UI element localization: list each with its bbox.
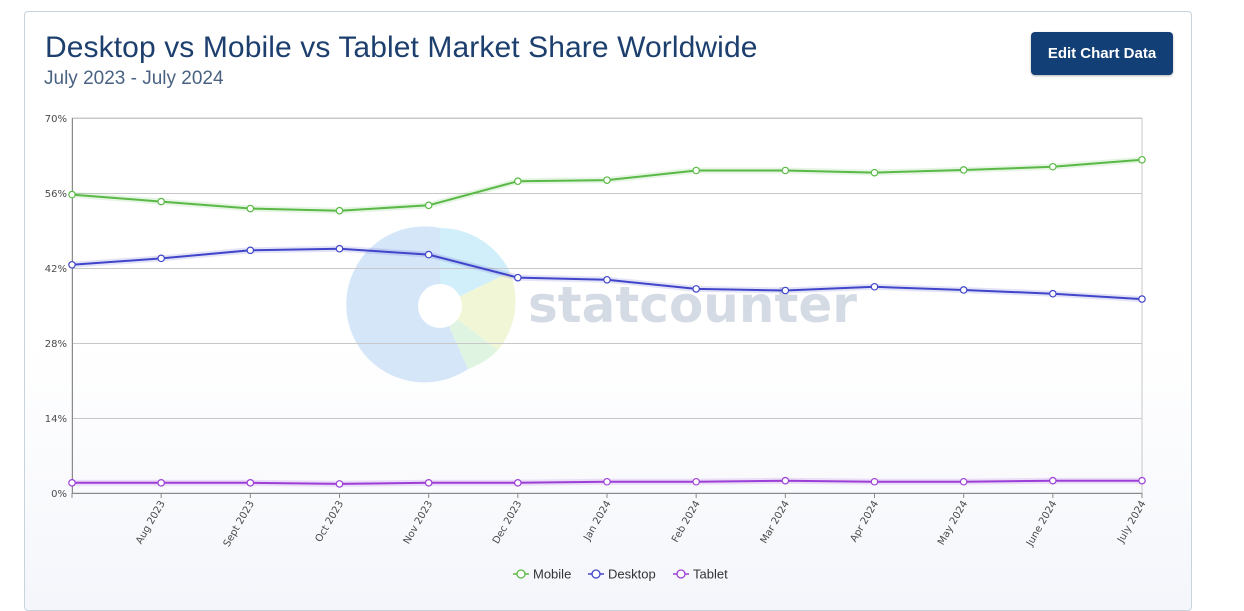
tablet-data-point[interactable] [781, 476, 790, 485]
mobile-data-point[interactable] [1049, 162, 1057, 171]
y-tick-label: 70% [45, 114, 67, 125]
legend-item-desktop[interactable]: Desktop [588, 567, 656, 582]
watermark-text: statcounter [528, 276, 857, 334]
legend-label-desktop: Desktop [608, 567, 656, 582]
mobile-data-point[interactable] [514, 177, 522, 186]
desktop-data-point[interactable] [246, 246, 255, 255]
desktop-data-point[interactable] [335, 244, 344, 253]
desktop-data-point[interactable] [781, 286, 790, 295]
desktop-data-point[interactable] [692, 285, 700, 293]
chart-card: Desktop vs Mobile vs Tablet Market Share… [24, 11, 1192, 611]
desktop-data-point[interactable] [1138, 295, 1146, 303]
mobile-data-point[interactable] [424, 201, 433, 210]
y-tick-label: 0% [51, 489, 67, 500]
desktop-data-point[interactable] [424, 250, 433, 259]
tablet-data-point[interactable] [1049, 476, 1057, 485]
tablet-data-point[interactable] [157, 479, 165, 487]
tablet-data-point[interactable] [335, 480, 344, 488]
tablet-data-point[interactable] [692, 477, 700, 486]
x-tick-label: July 2024 [1115, 499, 1148, 546]
page-title: Desktop vs Mobile vs Tablet Market Share… [45, 31, 758, 64]
desktop-legend-marker-icon [591, 569, 601, 579]
x-tick-label: Apr 2024 [849, 499, 881, 544]
edit-chart-data-button[interactable]: Edit Chart Data [1031, 32, 1173, 75]
mobile-data-point[interactable] [335, 206, 344, 215]
tablet-data-point[interactable] [68, 479, 76, 487]
statcounter-watermark: statcounter [346, 226, 857, 383]
y-axis: 0% 14% 28% 42% 56% 70% [45, 114, 67, 500]
tablet-legend-marker-icon [676, 569, 686, 579]
legend-label-mobile: Mobile [533, 567, 571, 582]
tablet-data-point[interactable] [870, 477, 879, 486]
mobile-data-point[interactable] [68, 190, 76, 199]
mobile-series-glow [71, 156, 1143, 214]
mobile-data-point[interactable] [603, 176, 611, 184]
mobile-data-point[interactable] [781, 166, 790, 175]
series-group [68, 155, 1146, 488]
x-axis: Aug 2023 Sept 2023 Oct 2023 Nov 2023 Dec 202… [71, 493, 1149, 549]
y-tick-label: 28% [45, 339, 67, 350]
desktop-data-point[interactable] [603, 275, 611, 284]
x-tick-label: Feb 2024 [670, 499, 703, 545]
line-chart: statcounter 0% 14% 28% 42% 56% 70% Aug 2023 Se… [45, 114, 1149, 582]
x-tick-label: Sept 2023 [222, 499, 257, 549]
desktop-data-point[interactable] [157, 254, 165, 263]
tablet-data-point[interactable] [959, 477, 968, 486]
y-tick-label: 56% [45, 189, 67, 200]
x-tick-label: Dec 2023 [491, 499, 525, 546]
x-tick-label: June 2024 [1024, 499, 1059, 549]
x-tick-label: Jan 2024 [582, 499, 614, 544]
desktop-data-point[interactable] [870, 282, 879, 291]
legend-item-tablet[interactable]: Tablet [673, 567, 728, 582]
mobile-data-point[interactable] [1138, 155, 1146, 164]
tablet-data-point[interactable] [603, 477, 611, 486]
mobile-data-point[interactable] [157, 197, 165, 206]
x-tick-label: Mar 2024 [759, 499, 792, 546]
legend-label-tablet: Tablet [693, 567, 728, 582]
y-tick-label: 42% [45, 264, 67, 275]
mobile-data-point[interactable] [246, 204, 255, 213]
tablet-data-point[interactable] [514, 479, 522, 487]
date-range-subtitle: July 2023 - July 2024 [44, 68, 224, 89]
mobile-data-point[interactable] [959, 166, 968, 174]
x-tick-label: May 2024 [936, 499, 970, 547]
desktop-data-point[interactable] [959, 286, 968, 294]
tablet-data-point[interactable] [424, 479, 433, 487]
legend: Mobile Desktop Tablet [513, 567, 728, 582]
desktop-data-point[interactable] [514, 273, 522, 282]
desktop-data-point[interactable] [1049, 289, 1057, 298]
y-tick-label: 14% [45, 414, 67, 425]
mobile-data-point[interactable] [692, 166, 700, 175]
desktop-data-point[interactable] [68, 260, 76, 269]
legend-item-mobile[interactable]: Mobile [513, 567, 571, 582]
tablet-data-point[interactable] [246, 479, 255, 487]
x-tick-label: Nov 2023 [402, 499, 436, 546]
tablet-data-point[interactable] [1138, 476, 1146, 485]
x-tick-label: Aug 2023 [134, 499, 168, 546]
x-tick-label: Oct 2023 [314, 499, 346, 544]
mobile-legend-marker-icon [516, 569, 526, 579]
mobile-data-point[interactable] [870, 168, 879, 177]
